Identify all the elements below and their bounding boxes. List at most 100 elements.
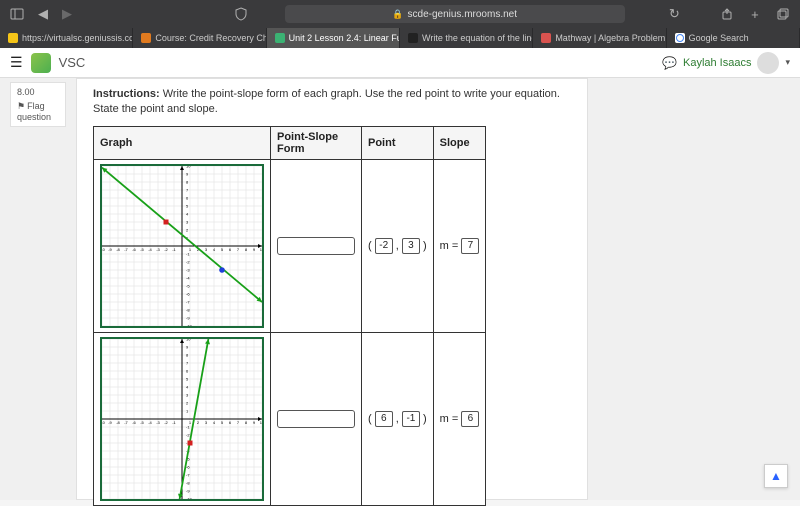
tab-label: https://virtualsc.geniussis.com/... [22,33,133,43]
instructions-label: Instructions: [93,88,160,100]
svg-text:-6: -6 [132,420,136,425]
svg-text:-7: -7 [124,247,128,252]
svg-text:-8: -8 [116,420,120,425]
tab-label: Write the equation of the line p... [422,33,533,43]
svg-text:-8: -8 [116,247,120,252]
svg-text:-4: -4 [148,247,152,252]
app-title: VSC [59,55,86,70]
table-row: -10-10-9-9-8-8-7-7-6-6-5-5-4-4-3-3-2-2-1… [94,159,486,332]
svg-text:4: 4 [213,247,216,252]
svg-text:-4: -4 [148,420,152,425]
tabs-icon[interactable] [774,5,792,23]
chat-icon[interactable]: 💬 [662,56,677,70]
favicon [141,33,151,43]
header-graph: Graph [94,126,271,159]
url-text: scde-genius.mrooms.net [408,9,518,20]
new-tab-icon[interactable]: + [746,5,764,23]
tab-label: Mathway | Algebra Problem Sol... [555,33,666,43]
lock-icon: 🔒 [392,9,403,20]
question-meta-card: 8.00 ⚑Flag question [10,82,66,127]
svg-text:5: 5 [221,247,224,252]
graph-box: -10-10-9-9-8-8-7-7-6-6-5-5-4-4-3-3-2-2-1… [100,337,264,501]
svg-text:-9: -9 [108,420,112,425]
browser-tab[interactable]: Course: Credit Recovery Chemi... [133,28,266,48]
point-x-input[interactable]: -2 [375,238,393,254]
svg-text:6: 6 [229,247,232,252]
graph-box: -10-10-9-9-8-8-7-7-6-6-5-5-4-4-3-3-2-2-1… [100,164,264,328]
svg-text:10: 10 [186,166,191,169]
tab-strip: https://virtualsc.geniussis.com/...Cours… [0,28,800,48]
svg-text:4: 4 [213,420,216,425]
svg-text:8: 8 [245,247,248,252]
sidebar: 8.00 ⚑Flag question [6,78,70,500]
avatar[interactable] [757,52,779,74]
point-y-input[interactable]: -1 [402,411,420,427]
point-x-input[interactable]: 6 [375,411,393,427]
slope-prefix: m = [440,240,462,252]
svg-text:1: 1 [189,420,192,425]
svg-text:-1: -1 [172,420,176,425]
scroll-top-button[interactable]: ▲ [764,464,788,488]
reload-button[interactable]: ↻ [665,5,683,23]
question-content: Instructions: Write the point-slope form… [76,78,588,500]
address-bar[interactable]: 🔒 scde-genius.mrooms.net [285,5,625,23]
forward-button[interactable]: ▶ [58,5,76,23]
browser-tab[interactable]: Write the equation of the line p... [400,28,533,48]
header-slope: Slope [433,126,486,159]
header-psf: Point-Slope Form [271,126,362,159]
svg-text:-3: -3 [156,247,160,252]
page-body: 8.00 ⚑Flag question Instructions: Write … [0,78,800,500]
svg-text:3: 3 [205,247,208,252]
favicon [275,33,285,43]
svg-text:9: 9 [253,420,256,425]
sidebar-toggle-icon[interactable] [8,5,26,23]
svg-text:10: 10 [260,247,262,252]
svg-text:-9: -9 [108,247,112,252]
svg-text:3: 3 [205,420,208,425]
browser-tab[interactable]: Google Search [667,28,800,48]
point-slope-input[interactable] [277,410,355,428]
svg-text:9: 9 [253,247,256,252]
instructions: Instructions: Write the point-slope form… [93,87,571,118]
point-slope-input[interactable] [277,237,355,255]
menu-button[interactable]: ☰ [10,54,23,71]
psf-cell [271,159,362,332]
instructions-text: Write the point-slope form of each graph… [93,88,560,115]
svg-text:-3: -3 [156,420,160,425]
user-name[interactable]: Kaylah Isaacs [683,57,751,69]
table-row: -10-10-9-9-8-8-7-7-6-6-5-5-4-4-3-3-2-2-1… [94,332,486,505]
shield-icon[interactable] [232,5,250,23]
share-icon[interactable] [718,5,736,23]
slope-input[interactable]: 7 [461,238,479,254]
slope-cell: m = 7 [433,159,486,332]
svg-text:-10: -10 [102,420,106,425]
graph-cell: -10-10-9-9-8-8-7-7-6-6-5-5-4-4-3-3-2-2-1… [94,159,271,332]
browser-tab[interactable]: Unit 2 Lesson 2.4: Linear Functi... [267,28,400,48]
svg-text:-5: -5 [140,420,144,425]
svg-text:-2: -2 [164,420,168,425]
svg-text:7: 7 [237,247,240,252]
browser-tab[interactable]: https://virtualsc.geniussis.com/... [0,28,133,48]
flag-question-link[interactable]: ⚑Flag question [17,101,59,122]
favicon [8,33,18,43]
svg-text:6: 6 [229,420,232,425]
point-y-input[interactable]: 3 [402,238,420,254]
favicon [541,33,551,43]
browser-tab[interactable]: Mathway | Algebra Problem Sol... [533,28,666,48]
user-menu-caret[interactable]: ▾ [785,57,790,68]
svg-text:-10: -10 [102,247,106,252]
slope-prefix: m = [440,413,462,425]
tab-label: Unit 2 Lesson 2.4: Linear Functi... [289,33,400,43]
back-button[interactable]: ◀ [34,5,52,23]
point-cell: ( 6 , -1 ) [362,332,434,505]
slope-cell: m = 6 [433,332,486,505]
graph-cell: -10-10-9-9-8-8-7-7-6-6-5-5-4-4-3-3-2-2-1… [94,332,271,505]
svg-text:-7: -7 [124,420,128,425]
svg-text:-1: -1 [172,247,176,252]
svg-text:10: 10 [260,420,262,425]
psf-cell [271,332,362,505]
tab-label: Google Search [689,33,749,43]
slope-input[interactable]: 6 [461,411,479,427]
svg-text:-6: -6 [132,247,136,252]
header-point: Point [362,126,434,159]
